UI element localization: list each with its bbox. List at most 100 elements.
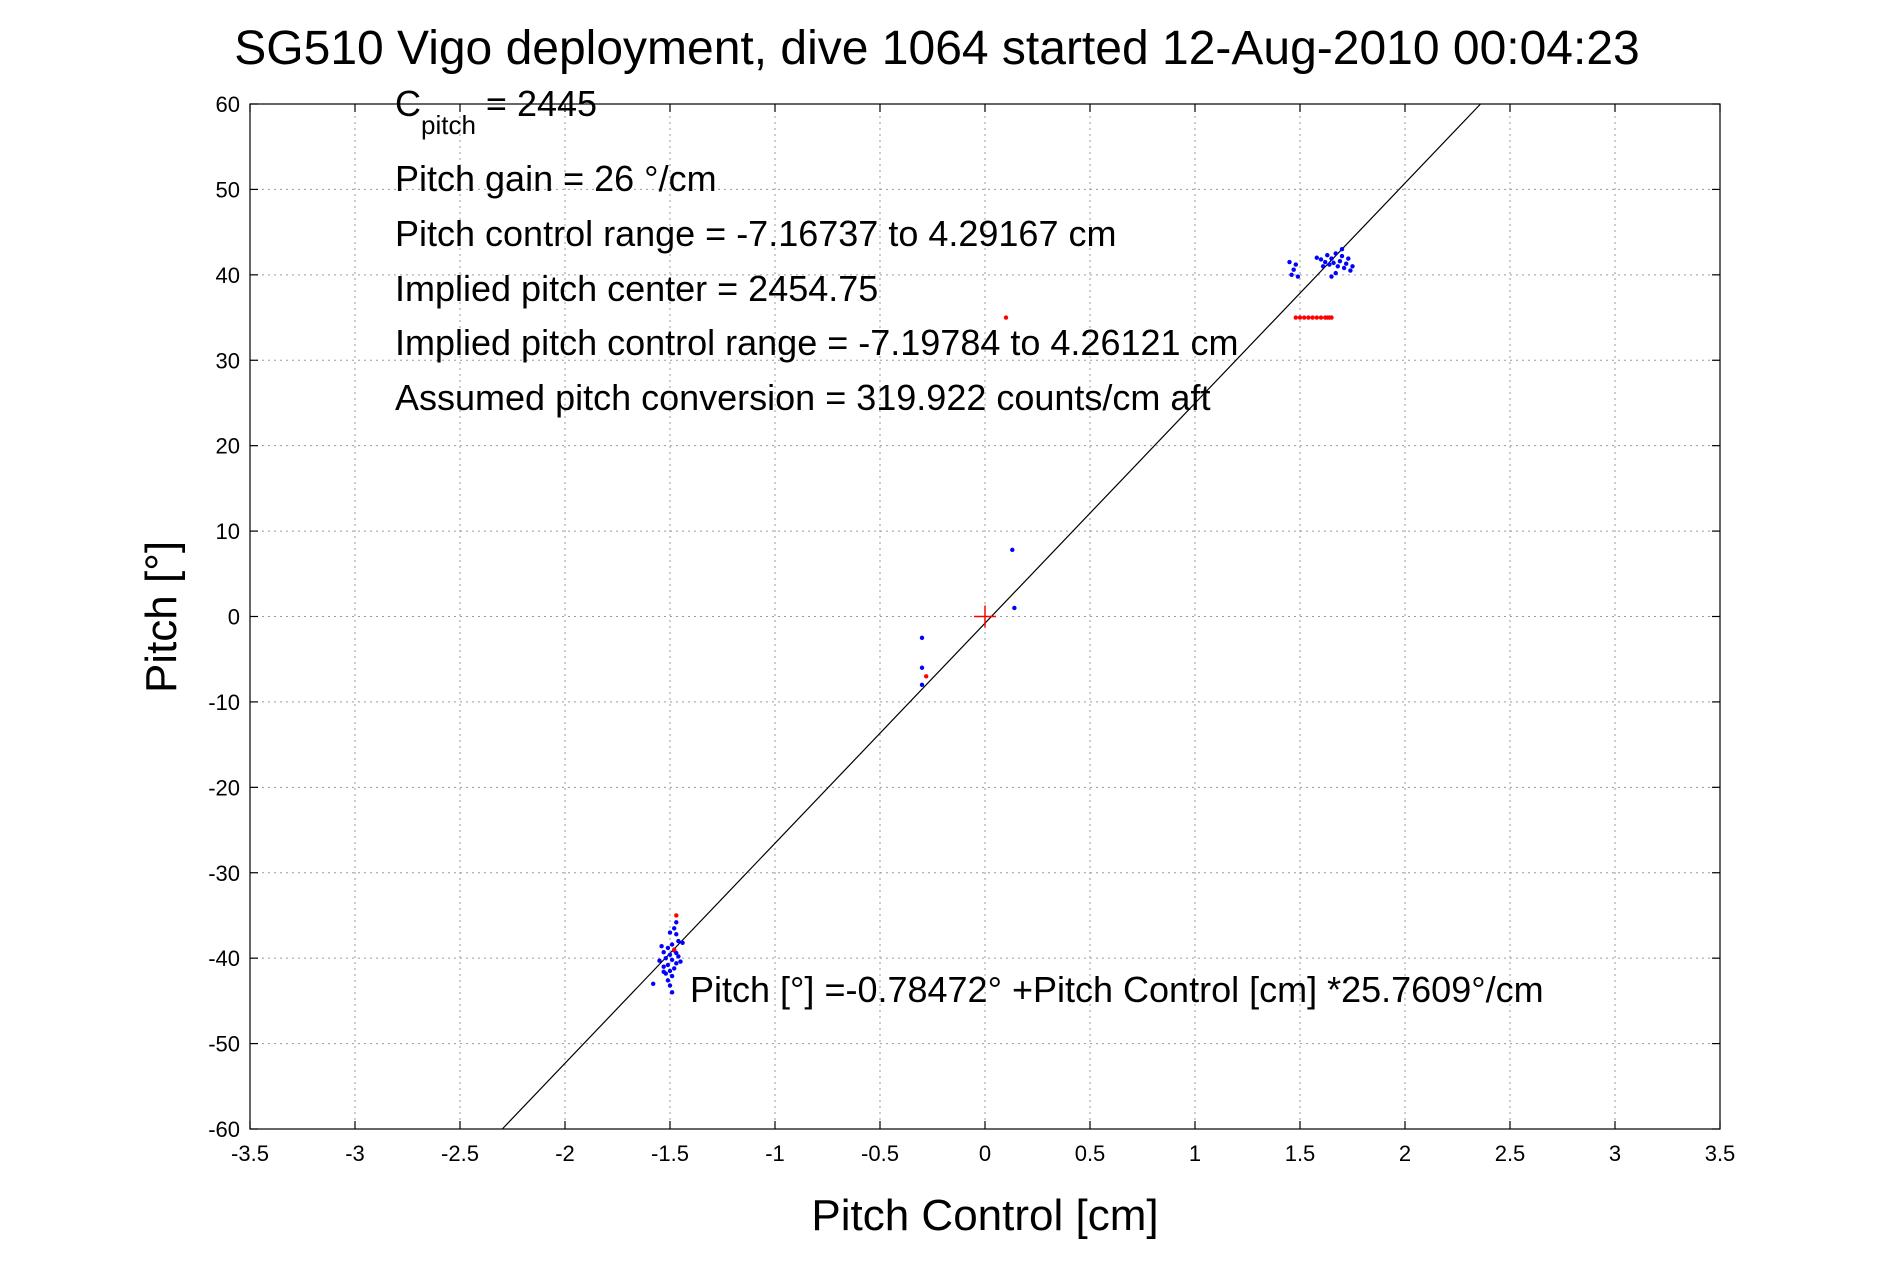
- data-point: [669, 990, 675, 995]
- data-point: [1329, 274, 1334, 279]
- data-point: [676, 938, 681, 944]
- c-pitch-symbol: C: [395, 83, 421, 124]
- data-point: [1346, 256, 1351, 261]
- data-point: [1306, 315, 1311, 320]
- data-point: [672, 947, 677, 952]
- data-point: [674, 961, 679, 966]
- data-point: [1302, 315, 1307, 320]
- data-point: [1333, 251, 1338, 256]
- data-point: [1337, 258, 1343, 264]
- data-point: [667, 930, 673, 935]
- y-tick-label: -20: [208, 775, 240, 800]
- data-point: [1293, 262, 1299, 267]
- data-point: [665, 978, 671, 983]
- data-point: [1350, 264, 1355, 269]
- x-tick-label: 2: [1399, 1141, 1411, 1166]
- data-point: [659, 944, 664, 949]
- data-point: [663, 955, 668, 961]
- data-point: [667, 968, 673, 974]
- data-points: [651, 247, 1355, 995]
- x-tick-label: 3.5: [1705, 1141, 1736, 1166]
- data-point: [1287, 259, 1292, 265]
- data-point: [661, 969, 666, 975]
- y-tick-label: 60: [216, 92, 240, 117]
- data-point: [1295, 274, 1301, 279]
- data-point: [924, 674, 929, 679]
- implied-pitch-center-annotation: Implied pitch center = 2454.75: [395, 268, 878, 309]
- data-point: [669, 957, 675, 963]
- data-point: [1320, 264, 1326, 269]
- x-tick-label: 0.5: [1075, 1141, 1106, 1166]
- series-0: [651, 247, 1355, 995]
- data-point: [1339, 247, 1345, 252]
- data-point: [674, 950, 679, 956]
- series-1: [672, 315, 1334, 952]
- data-point: [661, 964, 666, 969]
- x-tick-label: 0: [979, 1141, 991, 1166]
- data-point: [667, 952, 673, 957]
- data-point: [674, 913, 679, 918]
- data-point: [672, 926, 677, 931]
- y-tick-label: -40: [208, 946, 240, 971]
- data-point: [919, 682, 925, 688]
- x-tick-label: -3: [345, 1141, 365, 1166]
- data-point: [1339, 253, 1345, 259]
- y-axis-label: Pitch [°]: [137, 541, 186, 693]
- y-tick-label: 50: [216, 177, 240, 202]
- x-tick-label: -3.5: [231, 1141, 269, 1166]
- x-tick-label: 1: [1189, 1141, 1201, 1166]
- data-point: [1291, 267, 1296, 272]
- data-point: [674, 920, 679, 925]
- x-tick-label: -1.5: [651, 1141, 689, 1166]
- y-tick-label: -10: [208, 690, 240, 715]
- x-tick-label: -2: [555, 1141, 575, 1166]
- y-tick-label: 10: [216, 519, 240, 544]
- data-point: [1314, 315, 1320, 320]
- data-point: [667, 983, 673, 988]
- data-point: [1348, 268, 1353, 273]
- y-tick-label: 20: [216, 434, 240, 459]
- data-point: [674, 932, 679, 937]
- data-point: [1323, 259, 1328, 265]
- grid: [250, 104, 1720, 1129]
- data-point: [1327, 262, 1332, 267]
- data-point: [1297, 315, 1303, 320]
- data-point: [1325, 252, 1330, 258]
- y-tick-label: -60: [208, 1117, 240, 1142]
- x-tick-label: 1.5: [1285, 1141, 1316, 1166]
- pitch-gain-annotation: Pitch gain = 26 °/cm: [395, 158, 717, 199]
- data-point: [669, 973, 675, 979]
- data-point: [1344, 261, 1349, 266]
- data-point: [665, 962, 671, 968]
- data-point: [1333, 270, 1338, 276]
- x-tick-label: -0.5: [861, 1141, 899, 1166]
- c-pitch-annotation: Cpitch = 2445: [395, 83, 597, 140]
- axis-ticks: -3.5 -3 -2.5 -2 -1.5 -1 -0.5 0 0.5 1 1.5 2 2.5 3 3.5 -6…: [208, 92, 1735, 1166]
- assumed-pitch-conversion-annotation: Assumed pitch conversion = 319.922 count…: [395, 377, 1210, 418]
- y-tick-label: 0: [228, 605, 240, 630]
- data-point: [1329, 315, 1334, 320]
- data-point: [657, 958, 662, 963]
- data-point: [1003, 315, 1009, 320]
- center-marker-group: [974, 605, 996, 628]
- data-point: [1341, 265, 1347, 271]
- y-tick-label: 40: [216, 263, 240, 288]
- y-tick-label: -30: [208, 861, 240, 886]
- pitch-control-range-annotation: Pitch control range = -7.16737 to 4.2916…: [395, 213, 1116, 254]
- data-point: [1289, 272, 1294, 278]
- x-axis-label: Pitch Control [cm]: [811, 1191, 1158, 1240]
- x-tick-label: -1: [765, 1141, 785, 1166]
- data-point: [1335, 264, 1341, 269]
- data-point: [678, 959, 683, 964]
- data-point: [1012, 605, 1017, 611]
- x-tick-label: 2.5: [1495, 1141, 1526, 1166]
- data-point: [672, 966, 677, 971]
- c-pitch-subscript: pitch: [421, 110, 476, 140]
- data-point: [1331, 260, 1336, 266]
- fit-equation-annotation: Pitch [°] =-0.78472° +Pitch Control [cm]…: [690, 969, 1544, 1010]
- data-point: [1010, 547, 1015, 553]
- y-tick-label: 30: [216, 348, 240, 373]
- data-point: [1314, 255, 1320, 260]
- x-tick-label: -2.5: [441, 1141, 479, 1166]
